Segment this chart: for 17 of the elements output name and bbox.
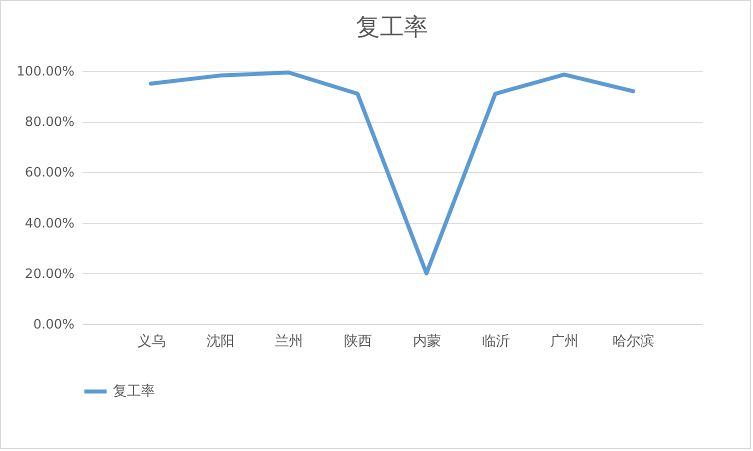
y-tick-label: 20.00% — [24, 266, 74, 282]
x-tick-label: 陕西 — [344, 334, 372, 350]
x-tick-label: 哈尔滨 — [612, 334, 655, 350]
y-tick-label: 60.00% — [24, 166, 74, 181]
legend-label: 复工率 — [113, 384, 155, 400]
y-tick-label: 40.00% — [24, 216, 74, 232]
x-tick-label: 兰州 — [275, 334, 304, 350]
x-tick-label: 临沂 — [482, 334, 510, 350]
chart-title: 复工率 — [356, 13, 428, 41]
y-tick-label: 80.00% — [24, 115, 74, 130]
x-tick-label: 内蒙 — [412, 334, 441, 350]
y-tick-label: 100.00% — [16, 64, 74, 80]
line-series — [148, 70, 636, 276]
x-tick-label: 广州 — [550, 334, 579, 350]
x-tick-label: 沈阳 — [206, 334, 234, 350]
x-tick-label: 义乌 — [137, 334, 166, 350]
y-tick-label: 0.00% — [33, 318, 74, 332]
